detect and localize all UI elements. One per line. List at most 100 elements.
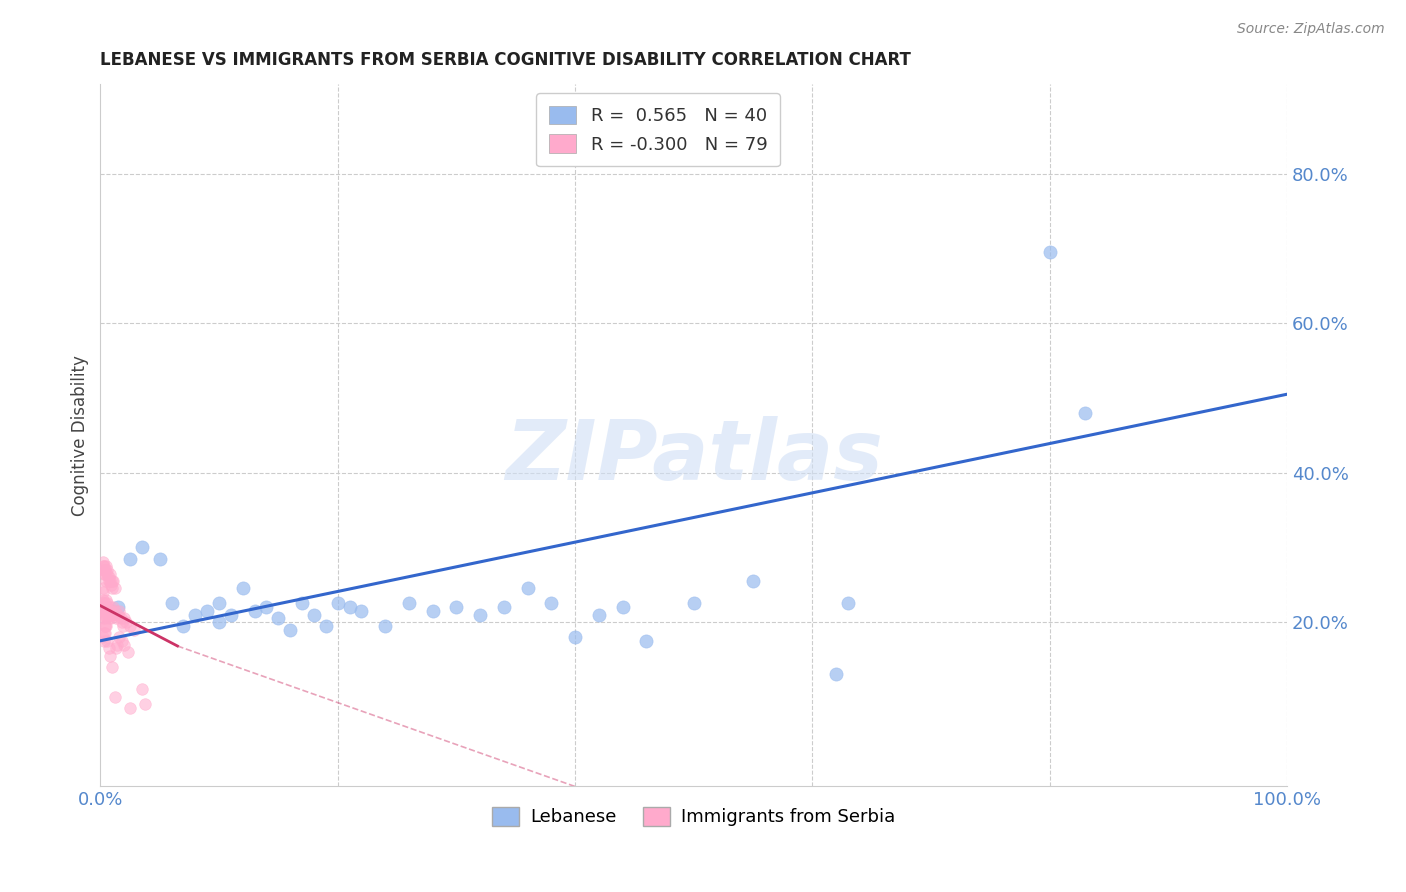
Point bbox=[291, 596, 314, 610]
Point bbox=[96, 574, 118, 588]
Point bbox=[134, 698, 156, 712]
Point bbox=[93, 600, 115, 615]
Point bbox=[422, 604, 444, 618]
Point bbox=[742, 574, 765, 588]
Point bbox=[564, 630, 586, 644]
Point bbox=[100, 578, 122, 592]
Point bbox=[278, 623, 301, 637]
Point bbox=[612, 600, 634, 615]
Point bbox=[446, 600, 468, 615]
Point bbox=[131, 682, 153, 697]
Point bbox=[97, 611, 120, 625]
Point bbox=[111, 633, 134, 648]
Point bbox=[91, 585, 114, 599]
Point bbox=[208, 615, 231, 629]
Point bbox=[93, 604, 115, 618]
Point bbox=[94, 596, 117, 610]
Point bbox=[94, 611, 117, 625]
Point bbox=[588, 607, 610, 622]
Point bbox=[101, 660, 124, 674]
Point bbox=[98, 604, 121, 618]
Point bbox=[91, 611, 114, 625]
Point bbox=[184, 607, 207, 622]
Point bbox=[350, 604, 373, 618]
Point bbox=[326, 596, 349, 610]
Point bbox=[101, 607, 124, 622]
Point bbox=[101, 604, 124, 618]
Point bbox=[104, 641, 127, 656]
Point bbox=[1039, 245, 1062, 260]
Point bbox=[103, 600, 125, 615]
Point bbox=[108, 630, 131, 644]
Point bbox=[122, 623, 145, 637]
Point bbox=[118, 619, 141, 633]
Point bbox=[108, 604, 131, 618]
Text: LEBANESE VS IMMIGRANTS FROM SERBIA COGNITIVE DISABILITY CORRELATION CHART: LEBANESE VS IMMIGRANTS FROM SERBIA COGNI… bbox=[100, 51, 911, 69]
Point bbox=[232, 582, 254, 596]
Point bbox=[302, 607, 325, 622]
Point bbox=[96, 600, 118, 615]
Point bbox=[107, 607, 129, 622]
Point bbox=[91, 592, 114, 607]
Point bbox=[100, 607, 122, 622]
Point bbox=[97, 574, 120, 588]
Legend: Lebanese, Immigrants from Serbia: Lebanese, Immigrants from Serbia bbox=[485, 800, 903, 834]
Point bbox=[118, 551, 141, 566]
Point bbox=[93, 626, 115, 640]
Point bbox=[91, 596, 114, 610]
Point bbox=[374, 619, 396, 633]
Point bbox=[93, 559, 115, 574]
Point bbox=[315, 619, 337, 633]
Point bbox=[93, 607, 115, 622]
Point bbox=[115, 615, 138, 629]
Point bbox=[96, 596, 118, 610]
Point bbox=[94, 619, 117, 633]
Point bbox=[825, 667, 848, 681]
Point bbox=[101, 582, 124, 596]
Point bbox=[103, 574, 125, 588]
Point bbox=[492, 600, 515, 615]
Point bbox=[101, 574, 124, 588]
Point bbox=[98, 648, 121, 663]
Point bbox=[160, 596, 183, 610]
Point bbox=[93, 633, 115, 648]
Point bbox=[91, 563, 114, 577]
Text: Source: ZipAtlas.com: Source: ZipAtlas.com bbox=[1237, 22, 1385, 37]
Point bbox=[96, 604, 118, 618]
Point bbox=[97, 641, 120, 656]
Point bbox=[98, 574, 121, 588]
Point bbox=[118, 701, 141, 715]
Point bbox=[104, 611, 127, 625]
Point bbox=[339, 600, 361, 615]
Point bbox=[117, 645, 139, 659]
Point bbox=[682, 596, 704, 610]
Point bbox=[256, 600, 278, 615]
Point bbox=[96, 600, 118, 615]
Point bbox=[243, 604, 266, 618]
Point bbox=[96, 607, 118, 622]
Point bbox=[636, 633, 658, 648]
Point bbox=[93, 566, 115, 581]
Point bbox=[131, 541, 153, 555]
Point bbox=[96, 559, 118, 574]
Point bbox=[208, 596, 231, 610]
Point bbox=[91, 555, 114, 569]
Point bbox=[112, 611, 135, 625]
Point bbox=[104, 690, 127, 704]
Point bbox=[98, 566, 121, 581]
Point bbox=[105, 638, 128, 652]
Y-axis label: Cognitive Disability: Cognitive Disability bbox=[72, 355, 89, 516]
Point bbox=[468, 607, 491, 622]
Point bbox=[111, 615, 134, 629]
Point bbox=[91, 559, 114, 574]
Point bbox=[149, 551, 172, 566]
Point bbox=[96, 592, 118, 607]
Point bbox=[98, 600, 121, 615]
Point bbox=[104, 604, 127, 618]
Point bbox=[91, 630, 114, 644]
Point bbox=[110, 611, 132, 625]
Point bbox=[112, 638, 135, 652]
Point bbox=[96, 563, 118, 577]
Point bbox=[97, 607, 120, 622]
Point bbox=[398, 596, 420, 610]
